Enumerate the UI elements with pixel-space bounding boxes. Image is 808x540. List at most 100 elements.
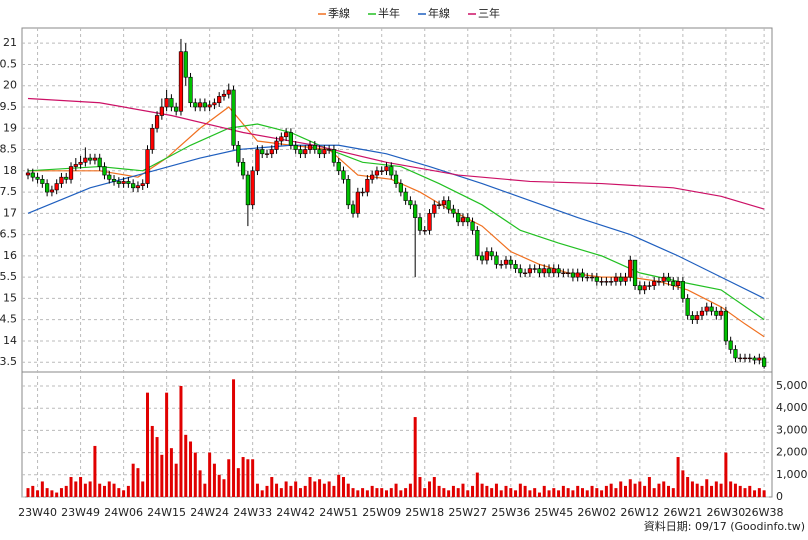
candle-body bbox=[73, 164, 78, 167]
candle-body bbox=[212, 102, 217, 106]
y2-tick-label: 4,000 bbox=[776, 401, 808, 414]
candle-body bbox=[762, 357, 767, 367]
volume-bar bbox=[624, 485, 627, 497]
candle-body bbox=[604, 281, 609, 283]
y-tick-label: 5.5 bbox=[0, 270, 17, 283]
candle-body bbox=[561, 272, 566, 274]
candle-body bbox=[236, 144, 241, 163]
volume-bar bbox=[112, 483, 116, 497]
volume-bar bbox=[126, 485, 130, 497]
legend-label: 季線 bbox=[328, 6, 350, 20]
volume-bar bbox=[710, 485, 714, 497]
candle-body bbox=[54, 183, 59, 191]
candle-body bbox=[417, 217, 423, 231]
volume-bar bbox=[681, 470, 685, 497]
volume-bar bbox=[619, 481, 623, 497]
volume-bar bbox=[69, 477, 73, 497]
candle-body bbox=[656, 281, 662, 283]
volume-bar bbox=[64, 485, 68, 497]
candle-body bbox=[432, 204, 437, 214]
candle-body bbox=[618, 276, 623, 282]
candle-body bbox=[111, 179, 117, 182]
volume-bar bbox=[222, 479, 226, 497]
y-tick-label: 17 bbox=[3, 206, 17, 219]
candle-body bbox=[102, 166, 107, 176]
ma-line bbox=[27, 144, 765, 299]
y-tick-label: 7.5 bbox=[0, 185, 17, 198]
volume-bar bbox=[246, 459, 250, 497]
volume-bar bbox=[174, 463, 178, 497]
candle-body bbox=[193, 102, 198, 108]
volume-bar bbox=[318, 479, 322, 497]
candle-body bbox=[255, 149, 260, 172]
volume-bar bbox=[471, 485, 475, 497]
candle-body bbox=[178, 51, 184, 112]
candle-body bbox=[518, 268, 523, 274]
candle-body bbox=[546, 268, 552, 274]
candle-body bbox=[408, 200, 413, 206]
volume-bar bbox=[327, 481, 331, 497]
y-tick-label: 9.5 bbox=[0, 100, 17, 113]
volume-bar bbox=[418, 477, 422, 497]
volume-bar bbox=[375, 488, 379, 497]
candle-body bbox=[704, 306, 709, 312]
candle-body bbox=[451, 208, 456, 214]
candle-body bbox=[494, 255, 499, 265]
volume-bar bbox=[189, 441, 193, 497]
candle-body bbox=[690, 315, 695, 320]
volume-bar bbox=[241, 457, 245, 497]
candle-body bbox=[145, 149, 150, 184]
candle-body bbox=[523, 272, 528, 274]
candle-body bbox=[733, 349, 738, 359]
candle-body bbox=[25, 172, 31, 176]
candle-body bbox=[527, 268, 532, 274]
candle-body bbox=[365, 179, 370, 193]
candle-body bbox=[594, 276, 599, 282]
volume-bar bbox=[332, 485, 336, 497]
volume-bar bbox=[509, 488, 513, 497]
x-tick-label: 26W38 bbox=[745, 506, 784, 519]
x-tick-label: 24W06 bbox=[104, 506, 143, 519]
candle-body bbox=[699, 310, 705, 316]
x-tick-label: 26W21 bbox=[663, 506, 702, 519]
candle-body bbox=[609, 281, 614, 283]
candle-body bbox=[169, 98, 174, 108]
candle-body bbox=[728, 340, 733, 350]
candle-body bbox=[652, 281, 657, 286]
candle-body bbox=[135, 185, 141, 189]
volume-bar bbox=[738, 485, 742, 497]
candle-body bbox=[336, 161, 341, 172]
volume-bar bbox=[160, 454, 164, 497]
candle-body bbox=[508, 259, 513, 265]
x-tick-label: 25W36 bbox=[491, 506, 530, 519]
y-tick-label: 0.5 bbox=[0, 57, 17, 70]
volume-bar bbox=[628, 479, 632, 497]
volume-bar bbox=[647, 477, 651, 497]
y-tick-label: 18 bbox=[3, 164, 17, 177]
x-tick-label: 24W15 bbox=[147, 506, 186, 519]
candle-body bbox=[675, 281, 681, 286]
volume-bar bbox=[576, 485, 580, 497]
candle-body bbox=[542, 268, 547, 274]
volume-bar bbox=[638, 481, 642, 497]
volume-bar bbox=[394, 483, 398, 497]
volume-bar bbox=[36, 490, 40, 497]
candle-body bbox=[470, 221, 475, 231]
candle-body bbox=[647, 285, 652, 287]
candle-body bbox=[288, 132, 294, 146]
candle-body bbox=[714, 310, 719, 316]
volume-bar bbox=[117, 488, 121, 497]
volume-bar bbox=[227, 459, 231, 497]
volume-bar bbox=[643, 485, 647, 497]
candle-body bbox=[556, 268, 561, 274]
candle-body bbox=[317, 149, 322, 155]
x-tick-label: 25W45 bbox=[534, 506, 573, 519]
volume-bar bbox=[59, 488, 63, 497]
y-tick-label: 21 bbox=[3, 36, 17, 49]
x-tick-label: 24W33 bbox=[233, 506, 272, 519]
x-tick-label: 25W27 bbox=[448, 506, 487, 519]
volume-bar bbox=[442, 488, 446, 497]
candle-body bbox=[217, 96, 222, 104]
candle-body bbox=[331, 149, 337, 163]
candle-body bbox=[613, 276, 619, 282]
